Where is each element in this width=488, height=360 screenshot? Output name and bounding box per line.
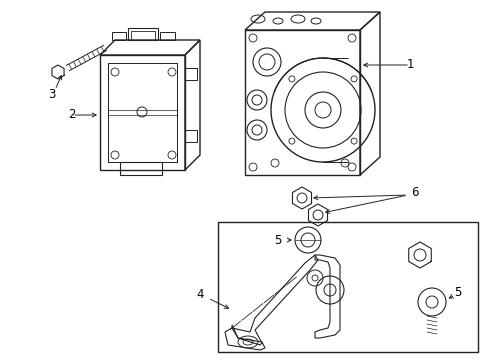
Text: 2: 2 (68, 108, 76, 122)
Text: 4: 4 (196, 288, 203, 302)
Text: 3: 3 (48, 89, 56, 102)
Text: 5: 5 (453, 285, 461, 298)
Text: 1: 1 (406, 58, 413, 72)
Text: 5: 5 (274, 234, 281, 247)
Text: 6: 6 (410, 185, 418, 198)
